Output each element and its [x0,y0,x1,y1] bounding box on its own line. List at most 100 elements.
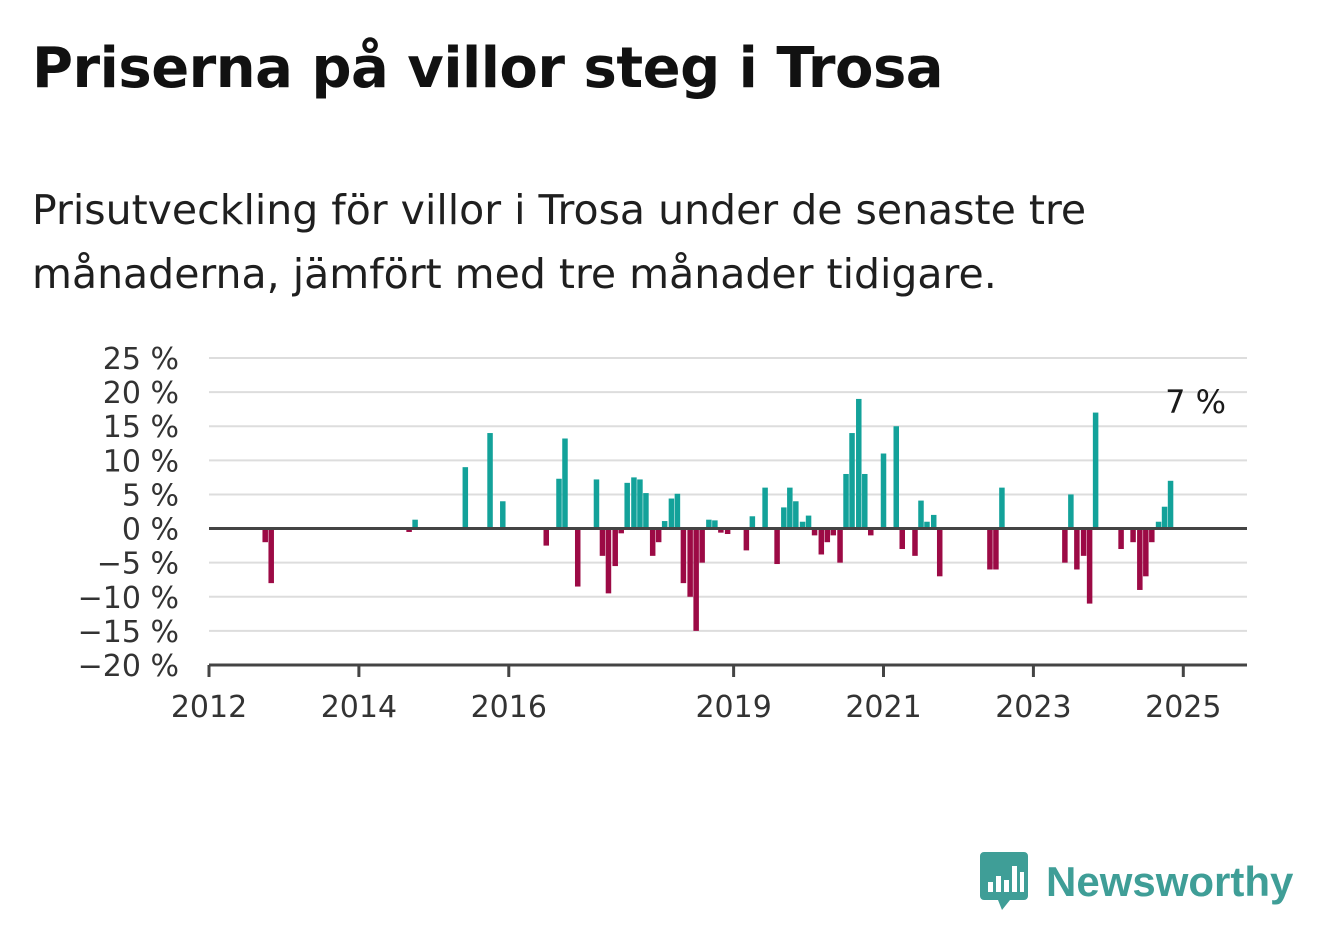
bar [1092,412,1099,529]
last-value-annotation: 7 % [1165,383,1226,421]
bar [918,500,924,529]
bar [712,520,718,529]
bar [556,478,562,529]
y-tick-label: −5 % [97,547,179,582]
bar [462,467,469,529]
bar [605,528,612,594]
bar [999,487,1005,529]
bar [599,528,606,556]
x-tick-label: 2014 [321,690,397,725]
bar [924,521,930,529]
bar [793,501,799,529]
y-tick-label: −20 % [78,649,179,684]
x-tick-label: 2021 [845,690,921,725]
bar [543,528,550,546]
axes [207,527,1247,677]
y-tick-label: 5 % [122,478,179,513]
bar [674,493,681,529]
bar [856,398,862,529]
bar [724,528,731,535]
bar [824,528,831,543]
bar [262,528,268,543]
bar [574,528,581,587]
bar [880,453,887,529]
y-tick-label: 20 % [103,376,179,411]
y-tick-label: −10 % [78,581,179,616]
bar [268,528,274,584]
bar [643,493,649,529]
bar [612,528,618,567]
bar [811,528,818,536]
bar [1080,528,1087,556]
bar [893,426,900,529]
bar [562,438,568,529]
bar [500,501,506,529]
x-tick-label: 2019 [695,690,771,725]
bar [649,528,656,556]
bar [993,528,999,570]
bar [693,528,699,631]
bar [899,528,905,550]
bar [631,477,637,529]
bar [774,528,780,565]
bar-chart: 25 %20 %15 %10 %5 %0 %−5 %−10 %−15 %−20 … [78,342,1247,725]
bar [1086,528,1093,604]
bar [868,528,874,536]
bar [743,528,750,551]
bar [680,528,687,584]
bar [593,479,600,529]
bar [936,528,943,577]
x-tick-label: 2025 [1145,690,1221,725]
bar [799,521,806,529]
bar [1149,528,1155,543]
bar [787,487,793,529]
bar [406,528,412,532]
bar [843,473,849,529]
bar [830,528,837,536]
bar [487,433,493,529]
y-tick-label: 15 % [103,410,179,445]
y-tick-label: −15 % [78,615,179,650]
bar [987,528,993,570]
newsworthy-bar-chart-icon [980,852,1028,910]
bar [762,487,768,529]
bar [781,507,787,529]
bar [749,516,756,529]
bar [687,528,693,597]
grid-lines [209,357,1247,632]
bar [637,479,643,529]
bar [1118,528,1124,550]
bar [624,482,630,529]
bar [1130,528,1136,543]
bar [668,498,675,529]
bar [706,519,712,529]
bars [262,398,1174,631]
y-tick-label: 10 % [103,444,179,479]
bar [849,433,855,529]
brand-name: Newsworthy [1046,858,1294,905]
bar [699,528,705,563]
chart-subtitle: Prisutveckling för villor i Trosa under … [32,186,1087,298]
bar [661,521,668,529]
bar [1167,480,1174,529]
bar [912,528,918,556]
bar [805,515,812,529]
bar [412,519,418,529]
bar [1074,528,1080,570]
y-tick-label: 0 % [122,513,179,548]
tick-labels: 25 %20 %15 %10 %5 %0 %−5 %−10 %−15 %−20 … [78,342,1226,725]
bar [718,528,724,533]
bar [1161,506,1168,529]
bar [1143,528,1149,577]
newsworthy-logo: Newsworthy [980,850,1293,914]
x-tick-label: 2012 [171,690,247,725]
bar [818,528,825,555]
bar [655,528,662,543]
x-tick-label: 2016 [471,690,547,725]
y-tick-label: 25 % [103,342,179,377]
bar [1137,528,1143,590]
bar [862,473,868,529]
bar [1155,521,1162,529]
bar [618,528,624,534]
bar [837,528,843,563]
